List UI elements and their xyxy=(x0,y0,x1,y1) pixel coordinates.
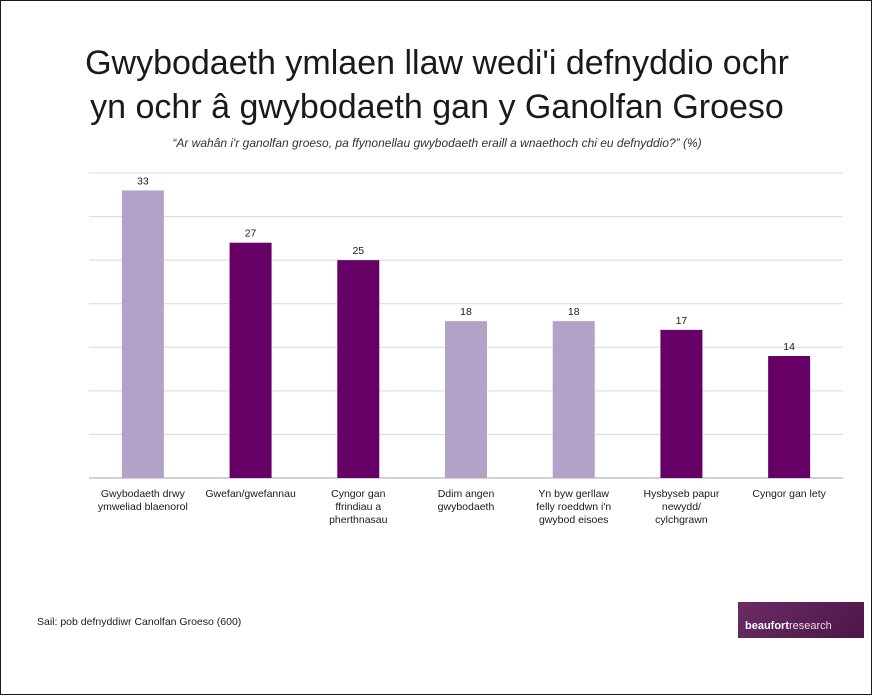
category-label-2: Gwefan/gwefannau xyxy=(195,488,307,501)
category-label-4: Ddim angen gwybodaeth xyxy=(410,488,522,514)
category-label-line: Cyngor gan lety xyxy=(752,488,826,500)
data-label-6: 17 xyxy=(676,315,688,327)
logo-text-bold: beaufort xyxy=(745,620,789,632)
bar-1 xyxy=(121,190,164,478)
title-line-1: Gwybodaeth ymlaen llaw wedi'i defnyddio … xyxy=(85,44,789,82)
bar-3 xyxy=(337,260,380,478)
category-label-line: Hysbyseb papur xyxy=(643,488,720,500)
data-label-2: 27 xyxy=(245,228,257,240)
category-label-7: Cyngor gan lety xyxy=(733,488,845,501)
category-label-3: Cyngor gan ffrindiau a pherthnasau xyxy=(302,488,414,527)
category-label-line: Gwefan/gwefannau xyxy=(205,488,296,500)
source-note: Sail: pob defnyddiwr Canolfan Groeso (60… xyxy=(37,616,242,628)
data-label-7: 14 xyxy=(783,341,795,353)
data-label-1: 33 xyxy=(137,175,149,187)
beaufort-research-logo: beaufortresearch xyxy=(738,602,864,638)
category-label-line: Yn byw gerllaw xyxy=(538,488,610,500)
category-label-line: felly roeddwn i'n xyxy=(536,501,612,513)
data-label-5: 18 xyxy=(568,306,580,318)
bar-5 xyxy=(552,321,595,478)
category-label-line: newydd/ xyxy=(661,501,701,513)
logo-text-regular: research xyxy=(789,620,832,632)
chart-title: Gwybodaeth ymlaen llaw wedi'i defnyddio … xyxy=(21,41,853,129)
bar-6 xyxy=(660,329,703,478)
bar-7 xyxy=(768,356,811,478)
category-label-line: pherthnasau xyxy=(329,514,388,526)
category-label-line: Gwybodaeth drwy xyxy=(100,488,185,500)
chart-subtitle: “Ar wahân i'r ganolfan groeso, pa ffynon… xyxy=(172,136,702,150)
bar-4 xyxy=(445,321,487,478)
category-label-6: Hysbyseb papur newydd/cylchgrawn xyxy=(625,488,737,527)
category-label-line: cylchgrawn xyxy=(655,514,708,526)
category-label-1: Gwybodaeth drwy ymweliad blaenorol xyxy=(87,488,199,514)
data-label-4: 18 xyxy=(460,306,472,318)
category-label-line: Ddim angen xyxy=(437,488,495,500)
category-label-line: ffrindiau a xyxy=(335,501,382,513)
category-label-line: ymweliad blaenorol xyxy=(97,501,188,513)
category-label-5: Yn byw gerllaw felly roeddwn i'n gwybod ei… xyxy=(518,488,630,527)
bar-2 xyxy=(229,242,272,478)
category-label-line: gwybod eisoes xyxy=(538,514,609,526)
category-label-line: gwybodaeth xyxy=(437,501,495,513)
title-line-2: yn ochr â gwybodaeth gan y Ganolfan Groe… xyxy=(90,88,784,126)
data-label-3: 25 xyxy=(352,245,364,257)
category-label-line: Cyngor gan xyxy=(331,488,386,500)
